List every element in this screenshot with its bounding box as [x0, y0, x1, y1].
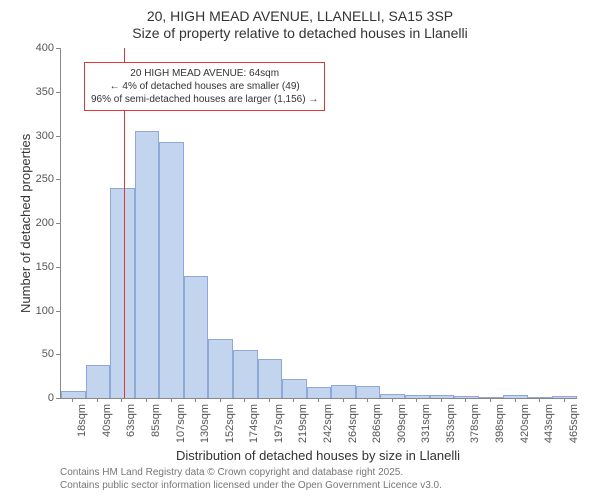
footer-line-2: Contains public sector information licen…: [60, 479, 442, 492]
y-tick-label: 100: [28, 305, 54, 317]
x-tick-label: 40sqm: [101, 404, 113, 448]
x-tick-mark: [416, 398, 417, 402]
x-tick-label: 152sqm: [224, 404, 236, 448]
y-tick-label: 400: [28, 42, 54, 54]
histogram-bar: [331, 385, 356, 398]
x-tick-mark: [318, 398, 319, 402]
histogram-bar: [184, 276, 209, 399]
histogram-bar: [86, 365, 111, 398]
x-tick-mark: [269, 398, 270, 402]
annotation-box: 20 HIGH MEAD AVENUE: 64sqm ← 4% of detac…: [84, 62, 325, 111]
y-tick-mark: [56, 48, 60, 49]
x-tick-mark: [539, 398, 540, 402]
x-tick-mark: [244, 398, 245, 402]
histogram-bar: [380, 394, 405, 398]
x-tick-label: 219sqm: [297, 404, 309, 448]
x-tick-label: 443sqm: [543, 404, 555, 448]
x-tick-label: 420sqm: [519, 404, 531, 448]
y-tick-label: 200: [28, 217, 54, 229]
annotation-line-2: ← 4% of detached houses are smaller (49): [91, 80, 318, 93]
histogram-bar: [503, 395, 528, 398]
x-tick-mark: [195, 398, 196, 402]
y-tick-mark: [56, 267, 60, 268]
x-tick-label: 331sqm: [420, 404, 432, 448]
x-tick-label: 174sqm: [248, 404, 260, 448]
y-tick-mark: [56, 136, 60, 137]
histogram-bar: [61, 391, 86, 398]
x-tick-label: 353sqm: [445, 404, 457, 448]
y-tick-mark: [56, 223, 60, 224]
x-tick-label: 130sqm: [199, 404, 211, 448]
y-tick-label: 0: [28, 392, 54, 404]
x-tick-label: 264sqm: [347, 404, 359, 448]
histogram-bar: [159, 142, 184, 398]
histogram-bar: [233, 350, 258, 398]
y-tick-mark: [56, 354, 60, 355]
histogram-bar: [552, 396, 577, 398]
x-tick-mark: [465, 398, 466, 402]
x-tick-mark: [343, 398, 344, 402]
x-tick-label: 63sqm: [125, 404, 137, 448]
histogram-bar: [208, 339, 233, 399]
chart-title-line1: 20, HIGH MEAD AVENUE, LLANELLI, SA15 3SP: [0, 0, 600, 25]
x-tick-mark: [146, 398, 147, 402]
y-tick-mark: [56, 92, 60, 93]
histogram-bar: [356, 386, 381, 398]
x-tick-mark: [97, 398, 98, 402]
x-tick-label: 309sqm: [396, 404, 408, 448]
y-tick-label: 50: [28, 348, 54, 360]
y-tick-mark: [56, 311, 60, 312]
histogram-bar: [135, 131, 160, 398]
x-tick-mark: [220, 398, 221, 402]
histogram-bar: [430, 395, 455, 398]
x-tick-mark: [367, 398, 368, 402]
histogram-bar: [405, 395, 430, 399]
x-tick-label: 197sqm: [273, 404, 285, 448]
x-tick-label: 286sqm: [371, 404, 383, 448]
y-tick-mark: [56, 398, 60, 399]
x-tick-mark: [121, 398, 122, 402]
x-tick-label: 398sqm: [494, 404, 506, 448]
x-tick-label: 465sqm: [568, 404, 580, 448]
histogram-bar: [110, 188, 135, 398]
x-tick-mark: [293, 398, 294, 402]
x-tick-mark: [72, 398, 73, 402]
footer-attribution: Contains HM Land Registry data © Crown c…: [60, 466, 442, 492]
x-tick-label: 378sqm: [469, 404, 481, 448]
x-tick-mark: [515, 398, 516, 402]
histogram-bar: [454, 396, 479, 398]
x-tick-label: 242sqm: [322, 404, 334, 448]
x-tick-label: 18sqm: [76, 404, 88, 448]
x-tick-label: 85sqm: [150, 404, 162, 448]
footer-line-1: Contains HM Land Registry data © Crown c…: [60, 466, 442, 479]
x-tick-mark: [441, 398, 442, 402]
x-tick-mark: [564, 398, 565, 402]
y-tick-label: 150: [28, 261, 54, 273]
x-tick-mark: [490, 398, 491, 402]
x-tick-mark: [392, 398, 393, 402]
x-tick-mark: [171, 398, 172, 402]
annotation-line-1: 20 HIGH MEAD AVENUE: 64sqm: [91, 67, 318, 80]
annotation-line-3: 96% of semi-detached houses are larger (…: [91, 93, 318, 106]
histogram-bar: [258, 359, 283, 398]
x-axis-label: Distribution of detached houses by size …: [60, 448, 576, 463]
chart-title-line2: Size of property relative to detached ho…: [0, 25, 600, 46]
chart-container: 20, HIGH MEAD AVENUE, LLANELLI, SA15 3SP…: [0, 0, 600, 500]
y-tick-label: 300: [28, 130, 54, 142]
histogram-bar: [307, 387, 332, 398]
y-tick-label: 350: [28, 86, 54, 98]
y-tick-label: 250: [28, 173, 54, 185]
y-tick-mark: [56, 179, 60, 180]
histogram-bar: [282, 379, 307, 398]
x-tick-label: 107sqm: [175, 404, 187, 448]
